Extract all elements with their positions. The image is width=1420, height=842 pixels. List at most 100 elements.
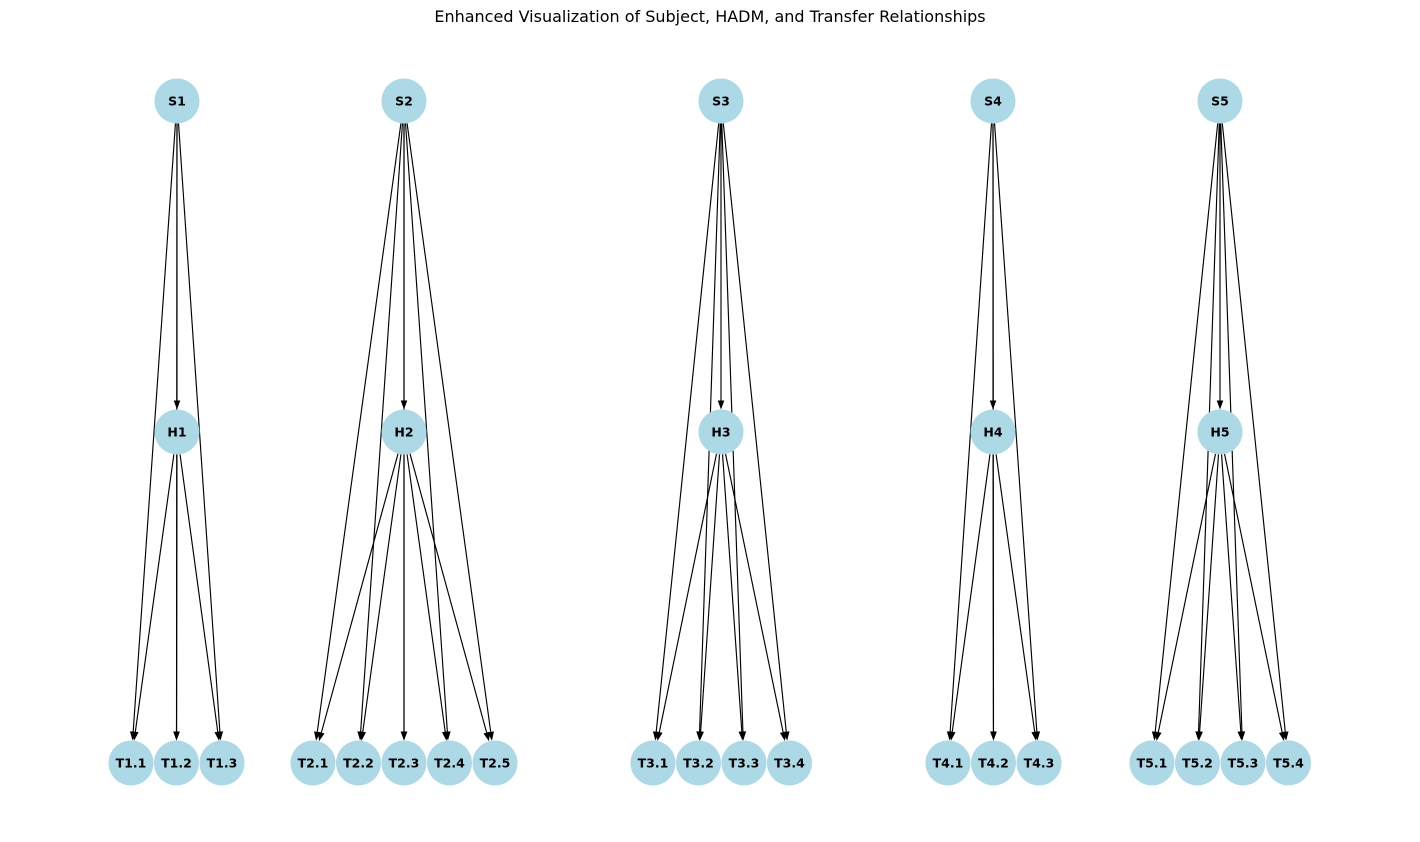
hadm-node-h2: H2 <box>381 409 427 455</box>
transfer-node-t3-4: T3.4 <box>767 740 812 786</box>
hadm-node-h5: H5 <box>1197 409 1243 455</box>
arrowhead <box>697 731 704 741</box>
arrowhead <box>173 731 180 741</box>
transfer-node-t3-3: T3.3 <box>721 740 767 786</box>
edge-H3-T3.4 <box>724 453 787 741</box>
transfer-node-t4-3: T4.3 <box>1016 740 1062 786</box>
arrowhead <box>132 731 139 741</box>
subject-node-s4: S4 <box>970 78 1016 124</box>
node-label: T3.4 <box>774 756 805 771</box>
edge-H4-T4.1 <box>948 454 991 741</box>
hadm-node-h3: H3 <box>698 409 744 455</box>
node-label: T3.3 <box>729 756 760 771</box>
edge-H5-T5.3 <box>1220 454 1245 741</box>
transfer-node-t5-2: T5.2 <box>1175 740 1220 786</box>
node-label: H3 <box>711 425 730 440</box>
node-label: T5.1 <box>1137 756 1168 771</box>
subject-node-s3: S3 <box>698 78 744 124</box>
transfer-node-t2-4: T2.4 <box>427 740 472 786</box>
arrowhead <box>1196 731 1203 741</box>
edges-layer <box>129 123 1289 742</box>
arrowhead <box>483 731 490 742</box>
arrowhead <box>1031 731 1038 741</box>
arrowhead <box>656 731 663 741</box>
node-label: T5.2 <box>1182 756 1213 771</box>
edge-H1-T1.3 <box>179 454 222 741</box>
node-label: T4.2 <box>978 756 1009 771</box>
arrowhead <box>1216 400 1224 410</box>
arrowhead <box>1155 731 1162 741</box>
node-label: H5 <box>1210 425 1229 440</box>
subject-node-s5: S5 <box>1197 78 1243 124</box>
node-label: T1.2 <box>161 756 192 771</box>
edge-H2-T2.3 <box>400 454 408 741</box>
node-label: T2.3 <box>389 756 420 771</box>
edge-H5-T5.2 <box>1196 454 1220 741</box>
node-label: T2.1 <box>298 756 329 771</box>
edge-H2-T2.5 <box>409 453 490 742</box>
node-label: H2 <box>394 425 413 440</box>
edge-H1-T1.1 <box>132 454 175 741</box>
node-label: T5.4 <box>1273 756 1304 771</box>
node-label: T4.3 <box>1024 756 1055 771</box>
arrowhead <box>738 731 746 741</box>
arrowhead <box>441 731 449 741</box>
transfer-node-t1-1: T1.1 <box>108 740 154 786</box>
diagram-title: Enhanced Visualization of Subject, HADM,… <box>434 7 986 26</box>
node-label: T2.5 <box>480 756 511 771</box>
transfer-node-t4-1: T4.1 <box>925 740 971 786</box>
transfer-node-t5-4: T5.4 <box>1266 740 1311 786</box>
node-label: T2.2 <box>343 756 374 771</box>
edge-H4-T4.2 <box>990 454 997 741</box>
node-label: T1.1 <box>116 756 147 771</box>
transfer-node-t1-2: T1.2 <box>154 740 199 786</box>
node-label: S4 <box>984 94 1002 109</box>
transfer-node-t2-5: T2.5 <box>472 740 518 786</box>
node-label: H1 <box>167 425 186 440</box>
edge-H4-T4.3 <box>995 454 1038 741</box>
arrowhead <box>359 731 367 741</box>
arrowhead <box>779 731 787 741</box>
nodes-layer: S1 H1 T1.1 T1.2 T1.3 S2 H2 T2.1 T2.2 T2.3 T2.4 T2.5… <box>108 78 1311 786</box>
arrowhead <box>400 731 408 741</box>
edge-H5-T5.4 <box>1223 453 1286 741</box>
arrowhead <box>717 400 725 410</box>
hadm-node-h1: H1 <box>154 409 200 455</box>
transfer-node-t2-1: T2.1 <box>290 740 336 786</box>
arrowhead <box>990 731 997 741</box>
arrowhead <box>948 731 956 741</box>
arrowhead <box>1237 731 1245 741</box>
edge-H2-T2.4 <box>406 454 449 741</box>
node-label: S1 <box>168 94 186 109</box>
subject-node-s2: S2 <box>381 78 427 124</box>
edge-H1-T1.2 <box>173 454 180 741</box>
transfer-node-t3-1: T3.1 <box>630 740 676 786</box>
transfer-node-t2-2: T2.2 <box>336 740 381 786</box>
node-label: T3.1 <box>638 756 669 771</box>
transfer-node-t4-2: T4.2 <box>971 740 1016 786</box>
edge-H2-T2.1 <box>318 453 399 742</box>
node-label: T5.3 <box>1228 756 1259 771</box>
arrowhead <box>318 731 325 742</box>
transfer-node-t5-3: T5.3 <box>1220 740 1266 786</box>
transfer-node-t5-1: T5.1 <box>1129 740 1175 786</box>
node-label: S5 <box>1211 94 1229 109</box>
arrowhead <box>214 731 222 741</box>
edge-H2-T2.2 <box>359 454 402 741</box>
node-label: T3.2 <box>683 756 714 771</box>
transfer-node-t3-2: T3.2 <box>676 740 721 786</box>
arrowhead <box>1278 731 1286 741</box>
node-label: T2.4 <box>434 756 465 771</box>
transfer-node-t2-3: T2.3 <box>381 740 427 786</box>
node-label: S2 <box>395 94 413 109</box>
node-label: H4 <box>983 425 1002 440</box>
transfer-node-t1-3: T1.3 <box>199 740 245 786</box>
hadm-node-h4: H4 <box>970 409 1016 455</box>
node-label: T1.3 <box>207 756 238 771</box>
edge-S3-H3 <box>717 123 725 410</box>
node-label: T4.1 <box>933 756 964 771</box>
edge-H3-T3.2 <box>697 454 721 741</box>
edge-S5-H5 <box>1216 123 1224 410</box>
node-label: S3 <box>712 94 730 109</box>
